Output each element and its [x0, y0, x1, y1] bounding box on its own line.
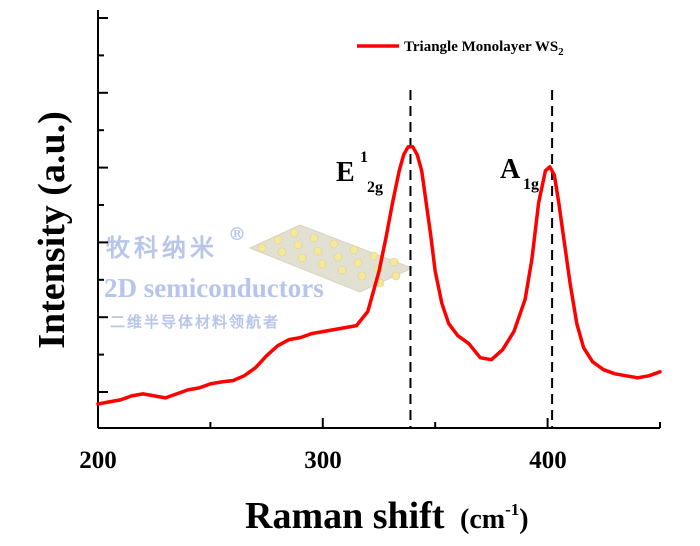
axes — [97, 10, 661, 429]
watermark-lattice-image — [248, 224, 414, 293]
peak-label-e2g-sub: 2g — [367, 179, 383, 196]
watermark-cn-bottom: 二维半导体材料领航者 — [110, 313, 280, 331]
x-axis-title-main: Raman shift — [245, 495, 445, 537]
legend-label: Triangle Monolayer WS2 — [404, 39, 564, 58]
x-tick-label-400: 400 — [529, 447, 567, 474]
peak-label-e2g-main: E — [336, 157, 355, 188]
x-axis-title-unit-close: ) — [519, 504, 528, 535]
watermark-reg-mark: ® — [228, 224, 246, 245]
x-axis-title: Raman shift (cm-1) — [245, 495, 529, 537]
y-ticks — [98, 17, 108, 393]
series-line-triangle-monolayer-ws2 — [96, 144, 662, 406]
x-axis-title-unit-exp: -1 — [505, 500, 519, 519]
peak-label-e2g-sup: 1 — [360, 149, 368, 166]
x-ticks — [97, 418, 661, 428]
peak-label-e2g: E 1 2g — [336, 149, 383, 196]
watermark: 牧科纳米 ® 2D semiconductors 二维半导体材料领航者 — [104, 224, 414, 331]
x-axis-title-unit: (cm — [460, 504, 505, 535]
legend: Triangle Monolayer WS2 — [357, 39, 564, 58]
peak-label-a1g-sub: 1g — [523, 176, 539, 193]
peak-label-a1g: A 1g — [500, 154, 539, 193]
x-tick-label-200: 200 — [79, 447, 117, 474]
x-tick-label-300: 300 — [304, 447, 342, 474]
legend-label-main: Triangle Monolayer WS — [404, 39, 558, 55]
y-axis-title: Intensity (a.u.) — [31, 111, 73, 349]
peak-label-a1g-main: A — [500, 154, 521, 185]
watermark-cn-top: 牧科纳米 — [106, 233, 218, 262]
legend-label-sub: 2 — [558, 46, 564, 58]
watermark-en: 2D semiconductors — [104, 273, 324, 303]
